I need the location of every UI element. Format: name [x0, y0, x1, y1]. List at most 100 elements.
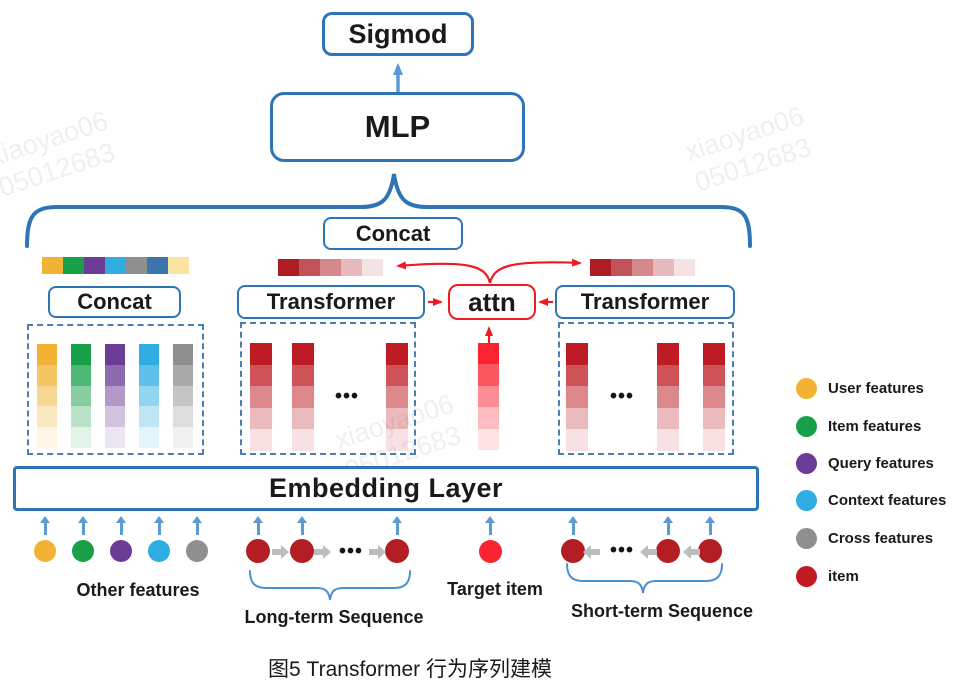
attn-box: attn [448, 284, 536, 320]
up-arrow-icon [253, 516, 263, 535]
gradient-cell [590, 259, 611, 276]
gradient-cell [674, 259, 695, 276]
gradient-cell [250, 407, 272, 430]
arrow-head [582, 545, 591, 559]
up-arrow-icon [40, 516, 50, 535]
gradient-cell [320, 259, 341, 276]
gradient-cell [250, 343, 272, 365]
gradient-cell [71, 385, 91, 407]
gradient-cell [37, 406, 57, 428]
short-term-ellipsis-icon: ••• [609, 385, 635, 408]
gradient-cell [292, 386, 314, 408]
legend-swatch-icon [796, 415, 817, 437]
gradient-cell [386, 364, 408, 387]
gradient-cell [37, 364, 57, 386]
gradient-cell [292, 429, 314, 451]
gradient-cell [173, 406, 193, 428]
legend-swatch-icon [796, 565, 817, 587]
long-term-item-circle [290, 539, 314, 563]
gradient-cell [250, 386, 272, 408]
gradient-cell [478, 428, 499, 451]
other-embedding-column [139, 344, 159, 448]
short-term-item-circle [656, 539, 680, 563]
gradient-cell [105, 257, 126, 274]
gradient-cell [71, 364, 91, 386]
other-feature-circle [186, 540, 208, 562]
gradient-cell [139, 406, 159, 428]
gradient-cell [566, 386, 588, 408]
legend-swatch-icon [796, 452, 817, 474]
other-features-label: Other features [76, 580, 200, 600]
arrow-stem [647, 549, 657, 555]
gradient-cell [341, 259, 362, 276]
arrow-stem [590, 549, 600, 555]
arrow-head [280, 545, 289, 559]
legend-label: User features [828, 379, 924, 397]
long-term-embedding-column [250, 343, 272, 451]
up-arrow-icon [392, 516, 402, 535]
figure-caption: 图5 Transformer 行为序列建模 [268, 658, 552, 681]
legend-item: Item features [796, 415, 921, 437]
arrow-head [322, 545, 331, 559]
gradient-cell [386, 429, 408, 451]
watermark: xiaoyao06 05012683 [0, 106, 122, 205]
mlp-box: MLP [270, 92, 525, 162]
long-term-item-circle [385, 539, 409, 563]
long-term-row-ellipsis-icon: ••• [338, 540, 364, 563]
gradient-cell [105, 364, 125, 386]
gradient-cell [703, 386, 725, 408]
up-arrow-icon [297, 516, 307, 535]
up-arrow-icon [78, 516, 88, 535]
gradient-cell [63, 257, 84, 274]
gradient-cell [168, 257, 189, 274]
gradient-cell [703, 407, 725, 430]
gradient-cell [105, 406, 125, 428]
legend-label: Context features [828, 491, 947, 509]
up-arrow-icon [192, 516, 202, 535]
up-arrow-icon [485, 516, 495, 535]
target-item-label: Target item [447, 579, 543, 599]
short-term-item-circle [698, 539, 722, 563]
gradient-cell [250, 364, 272, 387]
up-arrow-icon [154, 516, 164, 535]
gradient-cell [37, 344, 57, 365]
other-embedding-column [37, 344, 57, 448]
up-arrow-icon [568, 516, 578, 535]
up-arrow-icon [705, 516, 715, 535]
arrow-stem [313, 549, 323, 555]
legend-label: Query features [828, 454, 934, 472]
left-transformer-output-strip [278, 259, 383, 276]
gradient-cell [71, 406, 91, 428]
gradient-cell [657, 343, 679, 365]
gradient-cell [37, 385, 57, 407]
gradient-cell [37, 427, 57, 448]
gradient-cell [478, 407, 499, 429]
gradient-cell [147, 257, 168, 274]
gradient-cell [173, 344, 193, 365]
short-term-underbrace [566, 563, 723, 594]
legend-swatch-icon [796, 377, 817, 399]
gradient-cell [657, 386, 679, 408]
long-term-embedding-column [292, 343, 314, 451]
other-embedding-column [71, 344, 91, 448]
gradient-cell [703, 343, 725, 365]
short-term-label: Short-term Sequence [570, 601, 754, 621]
long-term-ellipsis-icon: ••• [334, 385, 360, 408]
legend-item: item [796, 565, 859, 587]
gradient-cell [566, 343, 588, 365]
other-feature-circle [110, 540, 132, 562]
long-term-label: Long-term Sequence [244, 607, 424, 627]
gradient-cell [566, 364, 588, 387]
gradient-cell [105, 344, 125, 365]
gradient-cell [173, 385, 193, 407]
other-embedding-column [173, 344, 193, 448]
embedding-layer-box: Embedding Layer [13, 466, 759, 511]
gradient-cell [139, 427, 159, 448]
gradient-cell [566, 429, 588, 451]
gradient-cell [292, 364, 314, 387]
other-feature-circle [72, 540, 94, 562]
legend-label: item [828, 567, 859, 585]
gradient-cell [478, 364, 499, 386]
concat-left-box: Concat [48, 286, 181, 318]
